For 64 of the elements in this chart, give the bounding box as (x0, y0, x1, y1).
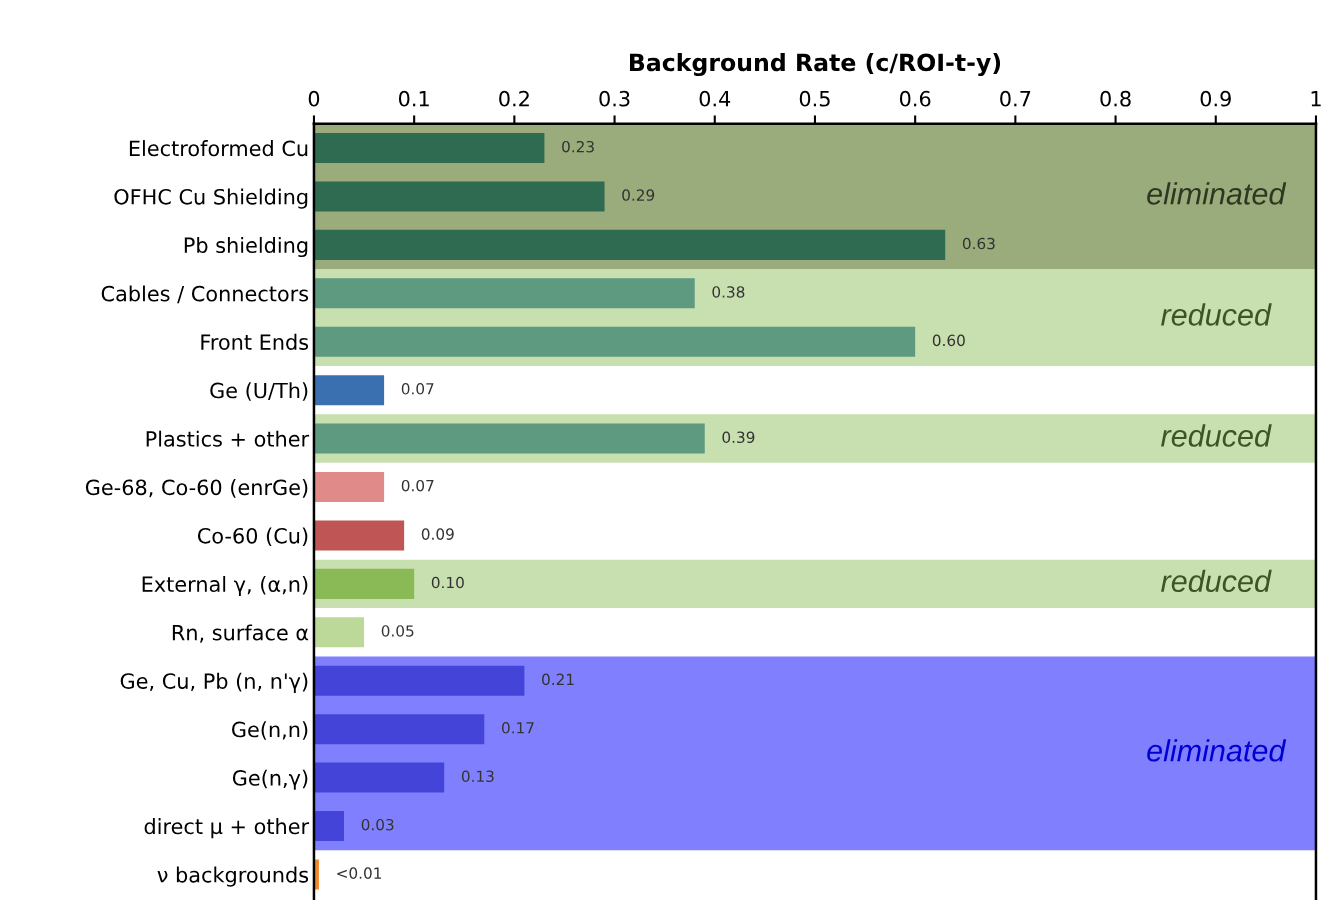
x-tick-label: 0.9 (1200, 90, 1231, 107)
y-tick-label: Ge-68, Co-60 (enrGe) (85, 479, 308, 498)
bar (313, 229, 946, 260)
band-label: reduced (1161, 424, 1272, 447)
data-label: 0.23 (562, 140, 594, 153)
x-tick-label: 0.2 (499, 90, 529, 107)
x-tick-label: 0.3 (599, 90, 630, 107)
data-label: 0.60 (932, 334, 965, 347)
data-label: 0.63 (962, 237, 995, 250)
data-label: 0.07 (401, 383, 434, 395)
y-tick-label: Plastics + other (146, 430, 310, 447)
y-tick-label: Electroformed Cu (129, 140, 308, 157)
bar (313, 423, 705, 454)
x-tick-label: 0.6 (899, 90, 931, 107)
bar (313, 665, 525, 696)
bar (313, 568, 415, 599)
data-label: 0.39 (722, 431, 755, 444)
x-axis-title: Background Rate (c/ROI-t-y) (629, 53, 1001, 77)
band-label: eliminated (1147, 739, 1287, 762)
data-label: 0.38 (712, 286, 745, 298)
band-label: reduced (1161, 569, 1272, 593)
y-tick-label: Co-60 (Cu) (197, 527, 308, 547)
y-tick-label: Ge (U/Th) (210, 382, 308, 401)
y-tick-label: direct μ + other (144, 818, 310, 839)
y-tick-label: External γ, (α,n) (142, 575, 308, 597)
data-label: 0.05 (381, 625, 414, 637)
y-tick-label: OFHC Cu Shielding (114, 188, 308, 209)
y-tick-label: ν backgrounds (157, 866, 309, 887)
bar (313, 811, 345, 842)
y-tick-label: Cables / Connectors (101, 285, 309, 304)
bar (313, 617, 365, 648)
data-label: 0.03 (361, 818, 394, 831)
data-label: 0.09 (421, 528, 454, 540)
data-label: 0.07 (401, 479, 434, 492)
y-tick-label: Pb shielding (184, 236, 308, 258)
data-label: 0.10 (431, 576, 464, 589)
band-label: reduced (1161, 303, 1272, 326)
x-tick-label: 0.7 (1000, 90, 1031, 107)
data-label: 0.13 (461, 770, 494, 783)
bar (313, 472, 385, 503)
x-tick-label: 0.1 (398, 90, 429, 107)
bar (313, 278, 695, 309)
data-label: 0.29 (622, 189, 655, 201)
x-tick-label: 0.4 (699, 90, 731, 107)
x-tick-label: 0 (308, 90, 320, 107)
data-label: <0.01 (337, 867, 382, 879)
y-tick-label: Ge(n,n) (232, 721, 308, 740)
bar (313, 326, 916, 357)
data-label: 0.17 (501, 722, 534, 734)
bar (313, 133, 545, 164)
x-tick-label: 0.5 (799, 90, 830, 107)
bar (313, 375, 385, 406)
data-label: 0.21 (542, 673, 574, 686)
bar (313, 762, 445, 793)
y-tick-label: Ge(n,γ) (232, 769, 308, 790)
y-tick-label: Front Ends (201, 333, 309, 350)
band-label: eliminated (1147, 182, 1287, 205)
bar (313, 520, 405, 551)
y-tick-label: Ge, Cu, Pb (n, n'γ) (120, 672, 308, 693)
y-tick-label: Rn, surface α (172, 624, 309, 643)
x-tick-label: 0.8 (1100, 90, 1131, 107)
bar (313, 714, 485, 745)
x-tick-label: 1 (1311, 91, 1321, 107)
bar (313, 181, 605, 212)
